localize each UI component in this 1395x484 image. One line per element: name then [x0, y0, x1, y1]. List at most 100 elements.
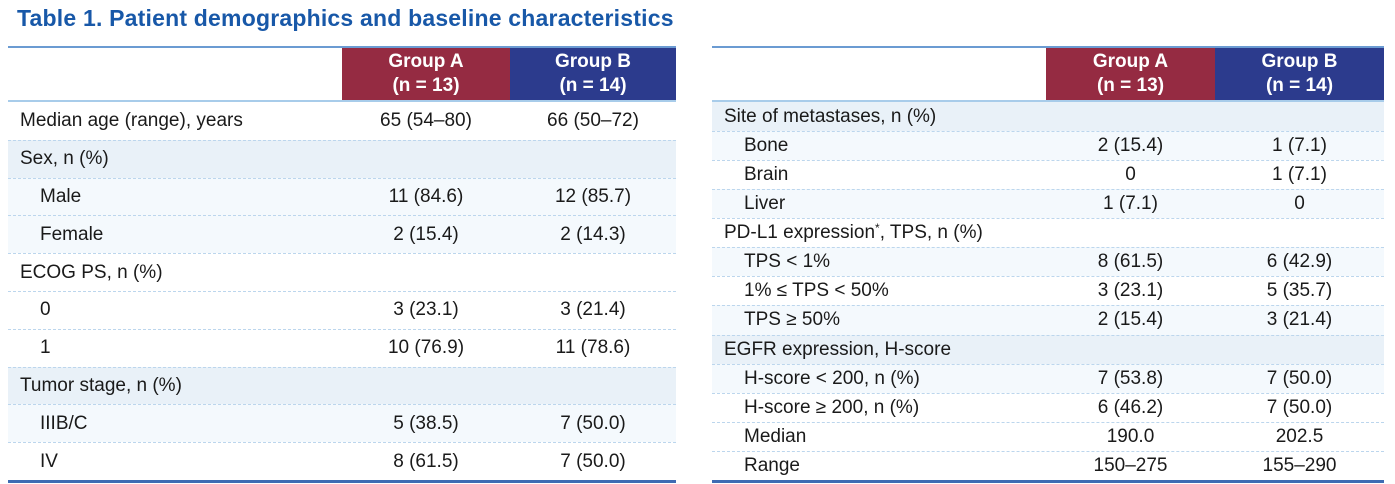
value-cell-group-a: 8 (61.5): [1097, 251, 1164, 273]
header-row: Group A (n = 13) Group B (n = 14): [712, 48, 1384, 102]
value-cell-group-b: [510, 368, 676, 405]
table-row: 1% ≤ TPS < 50% 3 (23.1) 5 (35.7): [712, 276, 1384, 306]
table-row: H-score ≥ 200, n (%) 6 (46.2) 7 (50.0): [712, 392, 1384, 422]
value-cell-group-b: 202.5: [1275, 425, 1324, 447]
table-row: Male 11 (84.6) 12 (85.7): [8, 177, 676, 216]
row-label: 1% ≤ TPS < 50%: [744, 280, 889, 302]
value-cell-group-a: 7 (53.8): [1097, 367, 1164, 389]
value-cell-group-b: 11 (78.6): [555, 337, 631, 359]
value-cell-group-a: 190.0: [1106, 425, 1155, 447]
row-label: Liver: [744, 193, 786, 215]
value-cell-group-a: 3 (23.1): [1097, 280, 1164, 302]
table-title: Table 1. Patient demographics and baseli…: [17, 5, 674, 31]
row-label: 0: [40, 299, 51, 321]
row-label: Median age (range), years: [20, 109, 243, 131]
column-header-group-b: Group B (n = 14): [510, 48, 676, 100]
value-cell-group-b: 5 (35.7): [1266, 280, 1333, 302]
row-label: Sex, n (%): [20, 148, 109, 170]
row-label: Median: [744, 425, 807, 447]
value-cell-group-a: 1 (7.1): [1103, 193, 1158, 215]
group-n-label: (n = 13): [392, 75, 460, 96]
table-row: IV 8 (61.5) 7 (50.0): [8, 442, 676, 480]
value-cell-group-b: 6 (42.9): [1266, 251, 1333, 273]
group-name-label: Group B: [555, 51, 631, 73]
value-cell-group-a: 6 (46.2): [1097, 396, 1164, 418]
value-cell-group-b: 7 (50.0): [1266, 367, 1333, 389]
group-n-label: (n = 14): [559, 75, 627, 96]
value-cell-group-a: 11 (84.6): [388, 185, 464, 207]
row-label: EGFR expression, H-score: [724, 338, 952, 360]
value-cell-group-a: 2 (15.4): [1097, 309, 1164, 331]
table-row: Brain 0 1 (7.1): [712, 160, 1384, 190]
value-cell-group-a: 0: [1125, 164, 1136, 186]
column-header-group-a: Group A (n = 13): [342, 48, 510, 100]
value-cell-group-a: 10 (76.9): [387, 337, 465, 359]
header-spacer-cell: [712, 48, 1046, 100]
value-cell-group-a: [1046, 102, 1215, 131]
table-row: Female 2 (15.4) 2 (14.3): [8, 215, 676, 254]
value-cell-group-b: [1215, 102, 1384, 131]
row-label: IIIB/C: [40, 412, 88, 434]
row-label: PD-L1 expression *, TPS, n (%): [724, 221, 983, 244]
value-cell-group-b: 0: [1294, 193, 1305, 215]
value-cell-group-a: 3 (23.1): [393, 299, 459, 321]
value-cell-group-b: 2 (14.3): [560, 223, 626, 245]
value-cell-group-b: 7 (50.0): [1266, 396, 1333, 418]
table-row: 1 10 (76.9) 11 (78.6): [8, 328, 676, 367]
row-label: Female: [40, 223, 104, 245]
table-row: H-score < 200, n (%) 7 (53.8) 7 (50.0): [712, 363, 1384, 393]
value-cell-group-a: [342, 254, 510, 291]
table-row: 0 3 (23.1) 3 (21.4): [8, 290, 676, 329]
value-cell-group-a: 65 (54–80): [380, 109, 472, 131]
value-cell-group-b: 12 (85.7): [554, 185, 632, 207]
value-cell-group-a: 150–275: [1093, 454, 1168, 476]
group-n-label: (n = 13): [1096, 75, 1165, 96]
value-cell-group-b: [1215, 219, 1384, 247]
value-cell-group-b: 155–290: [1262, 454, 1337, 476]
row-label: IV: [40, 450, 58, 472]
table-row: Range 150–275 155–290: [712, 450, 1384, 480]
row-label: TPS ≥ 50%: [744, 309, 840, 331]
section-header-row: EGFR expression, H-score: [712, 334, 1384, 364]
table-row: IIIB/C 5 (38.5) 7 (50.0): [8, 404, 676, 443]
value-cell-group-a: 2 (15.4): [1097, 135, 1164, 157]
value-cell-group-b: 7 (50.0): [560, 450, 626, 472]
group-name-label: Group B: [1261, 51, 1338, 73]
value-cell-group-b: 3 (21.4): [1266, 309, 1333, 331]
row-label: Site of metastases, n (%): [724, 105, 937, 127]
column-header-group-a: Group A (n = 13): [1046, 48, 1215, 100]
tables-container: Group A (n = 13) Group B (n = 14) Median age…: [8, 46, 1384, 483]
header-spacer-cell: [8, 48, 342, 100]
value-cell-group-b: 7 (50.0): [560, 412, 626, 434]
row-label: ECOG PS, n (%): [20, 261, 163, 283]
row-label: Brain: [744, 164, 789, 186]
group-n-label: (n = 14): [1265, 75, 1334, 96]
value-cell-group-a: 2 (15.4): [393, 223, 459, 245]
section-header-row: Site of metastases, n (%): [712, 102, 1384, 132]
row-label: Range: [744, 454, 800, 476]
table-row: Median 190.0 202.5: [712, 421, 1384, 451]
value-cell-group-a: 5 (38.5): [393, 412, 459, 434]
value-cell-group-b: 1 (7.1): [1272, 164, 1327, 186]
group-name-label: Group A: [1092, 51, 1169, 73]
value-cell-group-b: 66 (50–72): [547, 109, 639, 131]
row-label: H-score ≥ 200, n (%): [744, 396, 920, 418]
demographics-table-right: Group A (n = 13) Group B (n = 14) Site of me…: [712, 46, 1384, 483]
header-row: Group A (n = 13) Group B (n = 14): [8, 48, 676, 102]
section-header-row: Sex, n (%): [8, 139, 676, 178]
demographics-table-left: Group A (n = 13) Group B (n = 14) Median age…: [8, 46, 676, 483]
section-header-row: ECOG PS, n (%): [8, 253, 676, 291]
value-cell-group-a: [342, 141, 510, 178]
row-label: H-score < 200, n (%): [744, 367, 920, 389]
table-row: Median age (range), years 65 (54–80) 66 (5…: [8, 102, 676, 140]
value-cell-group-b: [510, 141, 676, 178]
table-row: TPS ≥ 50% 2 (15.4) 3 (21.4): [712, 305, 1384, 335]
row-label: TPS < 1%: [744, 251, 831, 273]
value-cell-group-b: 1 (7.1): [1272, 135, 1327, 157]
section-header-row: Tumor stage, n (%): [8, 366, 676, 405]
value-cell-group-a: [342, 368, 510, 405]
table-row: Liver 1 (7.1) 0: [712, 189, 1384, 219]
value-cell-group-a: 8 (61.5): [393, 450, 459, 472]
value-cell-group-a: [1046, 219, 1215, 247]
